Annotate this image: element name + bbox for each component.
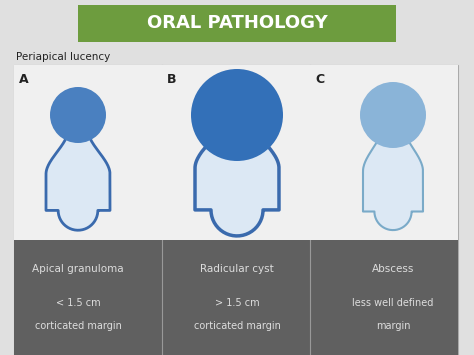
Bar	[14, 65, 458, 355]
Polygon shape	[46, 130, 110, 230]
Text: Abscess: Abscess	[372, 264, 414, 274]
Text: Radicular cyst: Radicular cyst	[200, 264, 274, 274]
Polygon shape	[363, 125, 423, 230]
Circle shape	[360, 82, 426, 148]
Text: corticated margin: corticated margin	[35, 321, 121, 331]
Circle shape	[191, 69, 283, 161]
Text: corticated margin: corticated margin	[193, 321, 281, 331]
Text: Periapical lucency: Periapical lucency	[16, 52, 110, 62]
Text: < 1.5 cm: < 1.5 cm	[55, 298, 100, 308]
Text: Apical granuloma: Apical granuloma	[32, 264, 124, 274]
Text: ORAL PATHOLOGY: ORAL PATHOLOGY	[146, 15, 328, 33]
Bar	[162, 65, 310, 240]
Text: C: C	[315, 73, 324, 86]
Text: B: B	[167, 73, 176, 86]
Bar	[78, 5, 396, 42]
Bar	[14, 240, 458, 355]
Circle shape	[50, 87, 106, 143]
Polygon shape	[195, 115, 279, 236]
Text: A: A	[19, 73, 28, 86]
Bar	[14, 65, 162, 240]
Text: > 1.5 cm: > 1.5 cm	[215, 298, 259, 308]
Text: margin: margin	[376, 321, 410, 331]
Bar	[310, 65, 458, 240]
Text: less well defined: less well defined	[352, 298, 434, 308]
